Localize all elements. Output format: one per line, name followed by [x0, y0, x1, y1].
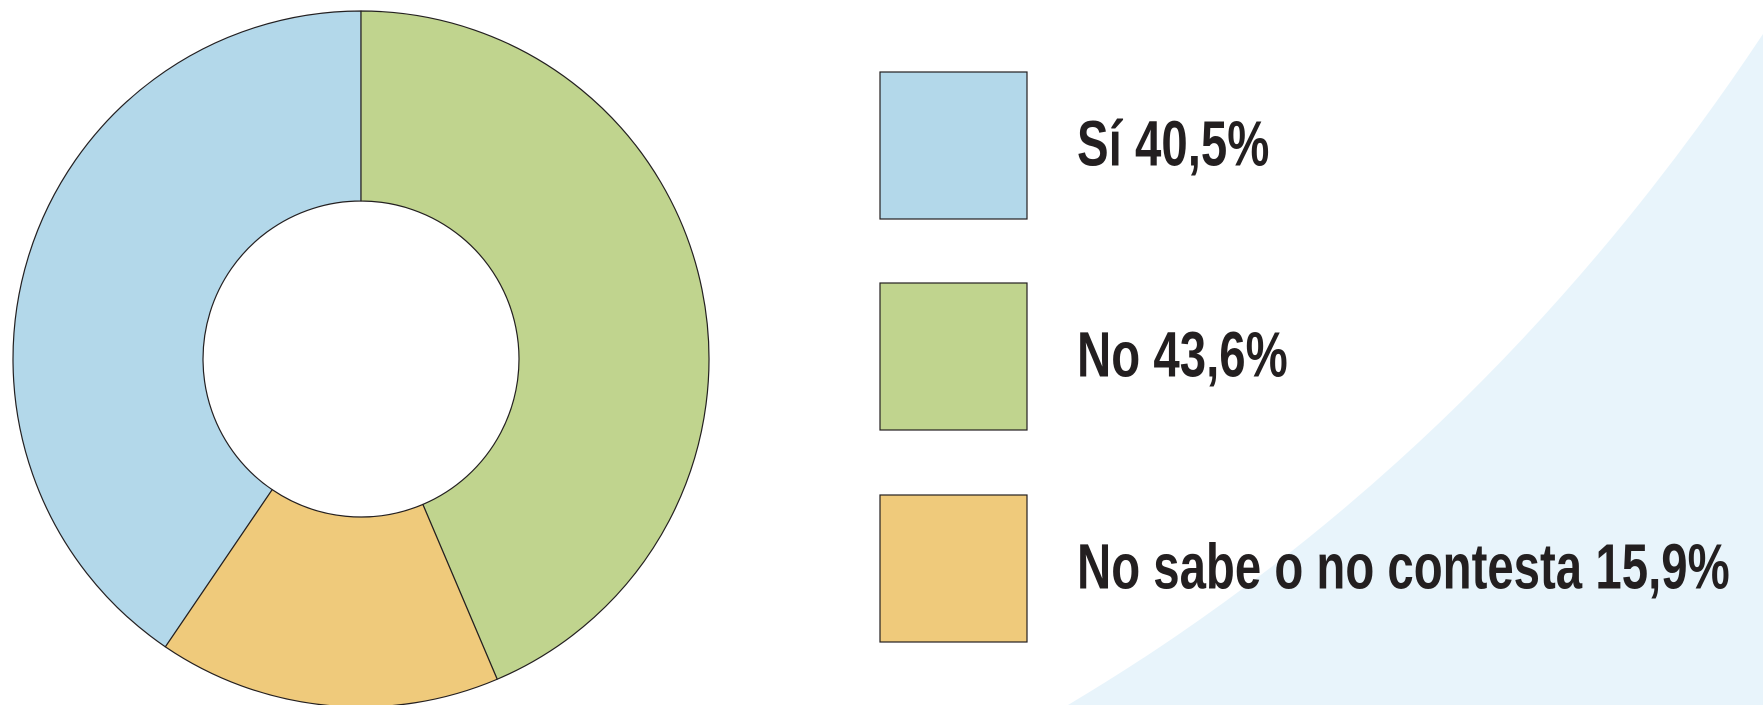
background-shape — [1068, 34, 1763, 705]
legend-label: No 43,6% — [1077, 318, 1288, 390]
legend-text: Sí 40,5% — [1077, 107, 1269, 179]
legend-text: No 43,6% — [1077, 318, 1288, 390]
legend-text: No sabe o no contesta 15,9% — [1077, 530, 1730, 602]
legend-swatch — [879, 71, 1028, 220]
legend-swatch — [879, 494, 1028, 643]
legend-label: Sí 40,5% — [1077, 107, 1269, 179]
legend-category: Sí — [1077, 107, 1124, 179]
legend-value: 43,6% — [1153, 318, 1287, 390]
legend-label: No sabe o no contesta 15,9% — [1077, 530, 1730, 602]
legend-value: 15,9% — [1595, 530, 1729, 602]
legend-category: No sabe o no contesta — [1077, 530, 1583, 602]
legend: Sí 40,5% No 43,6% No sabe o no contesta 15,9% — [879, 71, 1730, 643]
donut-segment — [164, 488, 498, 705]
legend-category: No — [1077, 318, 1140, 390]
legend-value: 40,5% — [1135, 107, 1269, 179]
donut — [12, 10, 710, 705]
donut-segment — [360, 10, 710, 681]
donut-segment — [12, 10, 362, 648]
legend-swatch — [879, 282, 1028, 431]
